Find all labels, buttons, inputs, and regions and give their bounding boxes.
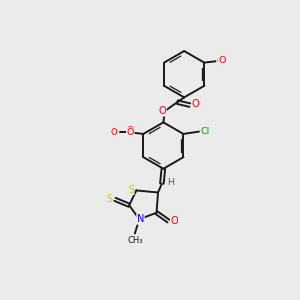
Text: O: O: [192, 99, 200, 109]
Text: O: O: [111, 128, 118, 137]
Text: N: N: [137, 214, 144, 224]
Text: O: O: [171, 216, 178, 226]
Text: CH₃: CH₃: [127, 236, 142, 244]
Text: O: O: [217, 57, 224, 66]
Text: O: O: [218, 56, 226, 65]
Text: O: O: [127, 128, 134, 137]
Text: Cl: Cl: [201, 127, 210, 136]
Text: O: O: [159, 106, 166, 116]
Text: H: H: [167, 178, 174, 187]
Text: O: O: [127, 127, 134, 136]
Text: S: S: [106, 194, 112, 204]
Text: S: S: [128, 184, 134, 194]
